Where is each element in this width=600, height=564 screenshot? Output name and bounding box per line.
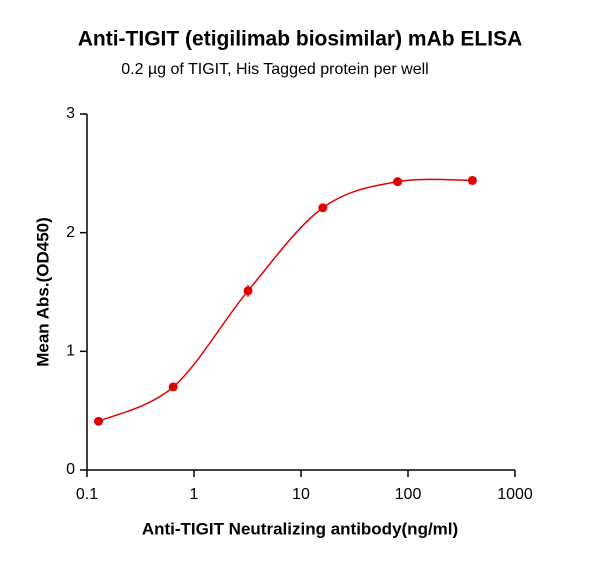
y-tick-label: 1 xyxy=(66,343,75,360)
y-tick-label: 3 xyxy=(66,105,75,122)
x-tick-label: 0.1 xyxy=(76,486,98,503)
data-point xyxy=(93,416,103,426)
chart-subtitle: 0.2 µg of TIGIT, His Tagged protein per … xyxy=(121,61,428,78)
y-axis-label: Mean Abs.(OD450) xyxy=(33,217,52,367)
y-tick-label: 0 xyxy=(66,461,75,478)
x-tick-label: 1000 xyxy=(497,486,533,503)
data-point xyxy=(168,382,178,392)
data-point xyxy=(318,203,328,213)
x-tick-label: 1 xyxy=(190,486,199,503)
x-axis-label: Anti-TIGIT Neutralizing antibody(ng/ml) xyxy=(142,519,458,538)
data-point xyxy=(467,175,477,185)
y-tick-label: 2 xyxy=(66,224,75,241)
data-point xyxy=(393,177,403,187)
x-tick-label: 100 xyxy=(395,486,422,503)
data-point xyxy=(243,286,253,296)
fit-curve xyxy=(98,178,473,423)
chart-title: Anti-TIGIT (etigilimab biosimilar) mAb E… xyxy=(78,28,523,51)
x-tick-label: 10 xyxy=(292,486,310,503)
